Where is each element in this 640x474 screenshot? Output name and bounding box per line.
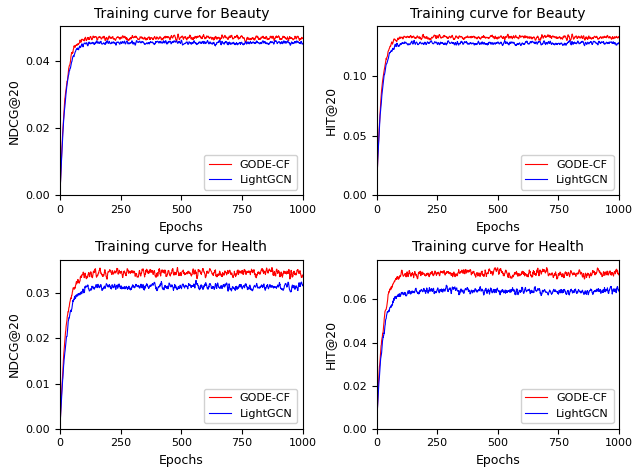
Title: Training curve for Health: Training curve for Health	[95, 240, 267, 255]
LightGCN	[163, 284, 171, 290]
Y-axis label: HIT@20: HIT@20	[323, 320, 337, 369]
GODE-CF	[540, 269, 547, 274]
LightGCN	[299, 41, 307, 46]
LightGCN	[250, 40, 258, 46]
GODE-CF	[492, 265, 499, 271]
GODE-CF	[163, 273, 171, 279]
GODE-CF	[479, 272, 487, 277]
LightGCN	[250, 284, 258, 290]
GODE-CF	[479, 33, 487, 38]
LightGCN	[246, 283, 253, 289]
LightGCN	[480, 292, 488, 298]
Line: LightGCN: LightGCN	[377, 285, 619, 421]
Legend: GODE-CF, LightGCN: GODE-CF, LightGCN	[204, 155, 297, 190]
GODE-CF	[81, 270, 89, 276]
LightGCN	[177, 37, 185, 43]
LightGCN	[410, 37, 418, 43]
Title: Training curve for Beauty: Training curve for Beauty	[410, 7, 586, 21]
LightGCN	[154, 39, 162, 45]
Title: Training curve for Health: Training curve for Health	[412, 240, 584, 255]
LightGCN	[223, 281, 230, 287]
Y-axis label: HIT@20: HIT@20	[324, 86, 337, 135]
GODE-CF	[566, 270, 574, 275]
GODE-CF	[373, 422, 381, 428]
LightGCN	[246, 40, 253, 46]
LightGCN	[615, 40, 623, 46]
GODE-CF	[615, 271, 623, 277]
Legend: GODE-CF, LightGCN: GODE-CF, LightGCN	[521, 389, 614, 423]
GODE-CF	[471, 34, 479, 40]
LightGCN	[540, 39, 547, 45]
GODE-CF	[163, 34, 171, 39]
GODE-CF	[250, 36, 258, 41]
LightGCN	[154, 284, 162, 290]
Line: GODE-CF: GODE-CF	[60, 34, 303, 188]
GODE-CF	[268, 264, 276, 270]
GODE-CF	[223, 34, 230, 40]
LightGCN	[615, 289, 623, 294]
GODE-CF	[56, 185, 64, 191]
GODE-CF	[566, 37, 574, 43]
LightGCN	[562, 291, 570, 297]
LightGCN	[397, 41, 405, 47]
X-axis label: Epochs: Epochs	[476, 454, 520, 467]
LightGCN	[480, 41, 488, 46]
GODE-CF	[223, 272, 230, 278]
Line: GODE-CF: GODE-CF	[60, 267, 303, 422]
LightGCN	[163, 41, 171, 47]
Y-axis label: NDCG@20: NDCG@20	[7, 78, 20, 144]
GODE-CF	[397, 268, 405, 274]
GODE-CF	[154, 270, 162, 276]
LightGCN	[373, 419, 381, 424]
LightGCN	[192, 277, 200, 283]
GODE-CF	[299, 36, 307, 41]
LightGCN	[397, 290, 405, 295]
LightGCN	[562, 42, 570, 48]
GODE-CF	[246, 36, 253, 42]
GODE-CF	[250, 268, 257, 273]
Line: LightGCN: LightGCN	[60, 280, 303, 423]
Y-axis label: NDCG@20: NDCG@20	[7, 311, 20, 377]
LightGCN	[373, 185, 381, 191]
LightGCN	[56, 186, 64, 191]
GODE-CF	[568, 31, 576, 37]
GODE-CF	[299, 272, 307, 278]
LightGCN	[223, 39, 230, 45]
GODE-CF	[373, 186, 381, 191]
GODE-CF	[562, 269, 570, 275]
Line: LightGCN: LightGCN	[377, 40, 619, 188]
GODE-CF	[56, 419, 64, 425]
X-axis label: Epochs: Epochs	[159, 220, 204, 234]
X-axis label: Epochs: Epochs	[159, 454, 204, 467]
Line: LightGCN: LightGCN	[60, 40, 303, 189]
LightGCN	[299, 283, 307, 289]
Legend: GODE-CF, LightGCN: GODE-CF, LightGCN	[204, 389, 297, 423]
Line: GODE-CF: GODE-CF	[377, 268, 619, 425]
LightGCN	[81, 41, 89, 46]
GODE-CF	[615, 34, 623, 39]
Title: Training curve for Beauty: Training curve for Beauty	[93, 7, 269, 21]
Legend: GODE-CF, LightGCN: GODE-CF, LightGCN	[521, 155, 614, 190]
GODE-CF	[81, 36, 89, 41]
X-axis label: Epochs: Epochs	[476, 220, 520, 234]
GODE-CF	[154, 36, 162, 42]
LightGCN	[81, 284, 89, 290]
LightGCN	[566, 40, 574, 46]
GODE-CF	[245, 268, 253, 274]
Line: GODE-CF: GODE-CF	[377, 34, 619, 189]
LightGCN	[471, 286, 479, 292]
LightGCN	[471, 41, 479, 47]
GODE-CF	[540, 36, 547, 41]
LightGCN	[442, 283, 450, 288]
LightGCN	[540, 289, 547, 295]
GODE-CF	[471, 272, 479, 277]
GODE-CF	[174, 31, 182, 37]
LightGCN	[56, 420, 64, 426]
GODE-CF	[397, 35, 405, 41]
LightGCN	[566, 288, 574, 294]
GODE-CF	[562, 34, 570, 39]
